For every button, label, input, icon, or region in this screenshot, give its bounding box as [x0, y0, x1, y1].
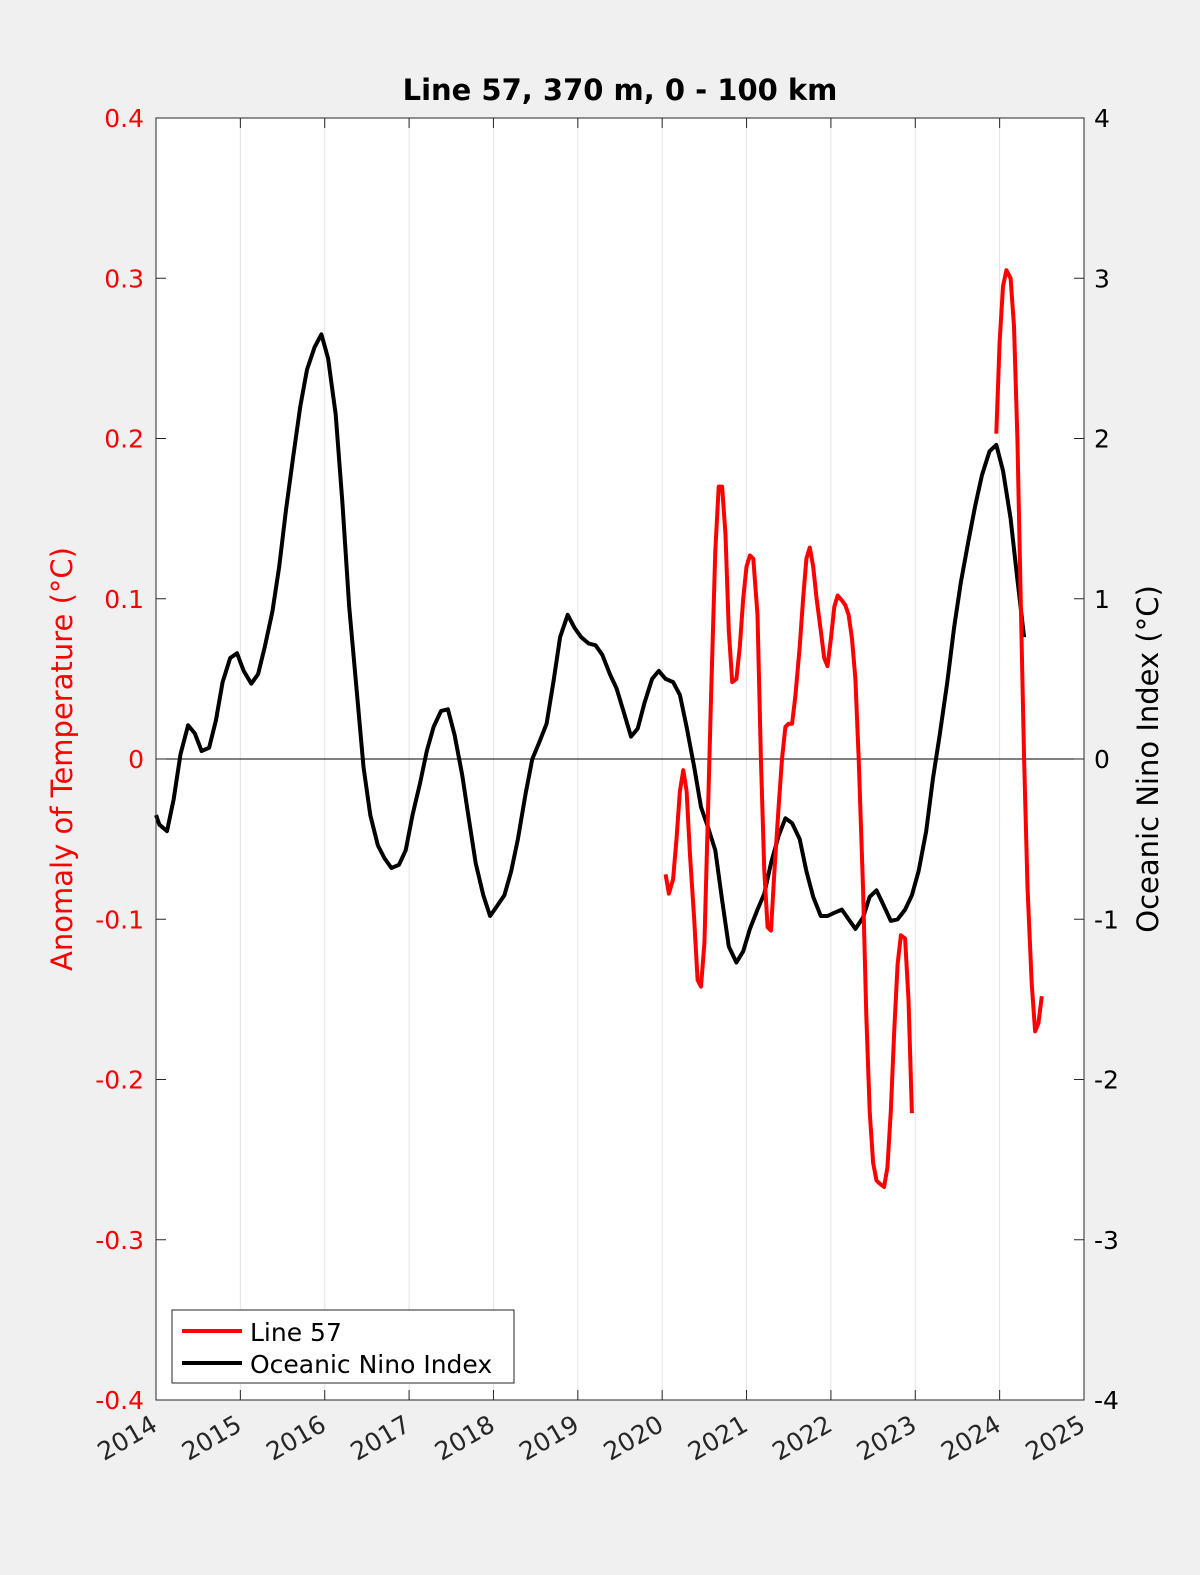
y-left-tick-label: 0.2: [104, 425, 144, 454]
series-layer: [154, 268, 1044, 1189]
y-right-tick-label: -2: [1094, 1066, 1119, 1095]
series-line-line-57-segment-1: [994, 268, 1044, 1034]
series-line-oceanic-nino-index-segment-0: [154, 332, 1027, 965]
y-left-tick-label: -0.1: [95, 905, 144, 934]
y-right-tick-label: 0: [1094, 745, 1110, 774]
y-left-tick-label: 0: [128, 745, 144, 774]
chart-title: Line 57, 370 m, 0 - 100 km: [403, 73, 838, 107]
legend-label-line-57: Line 57: [250, 1318, 342, 1347]
y-left-label: Anomaly of Temperature (°C): [45, 547, 79, 971]
y-left-tick-label: -0.4: [95, 1386, 144, 1415]
y-right-tick-label: -1: [1094, 905, 1119, 934]
y-right-tick-label: 4: [1094, 104, 1110, 133]
y-right-tick-label: 3: [1094, 264, 1110, 293]
y-left-tick-label: -0.3: [95, 1226, 144, 1255]
legend: Line 57 Oceanic Nino Index: [171, 1309, 515, 1384]
y-left-tick-label: 0.3: [104, 264, 144, 293]
y-left-tick-label: 0.1: [104, 585, 144, 614]
y-right-tick-label: 2: [1094, 425, 1110, 454]
series-line-line-57-segment-0: [663, 484, 914, 1189]
y-right-tick-label: 1: [1094, 585, 1110, 614]
y-right-tick-label: -4: [1094, 1386, 1119, 1415]
y-left-tick-label: -0.2: [95, 1066, 144, 1095]
y-right-label: Oceanic Nino Index (°C): [1131, 585, 1165, 933]
legend-box: [171, 1309, 515, 1384]
y-left-tick-label: 0.4: [104, 104, 144, 133]
legend-label-oni: Oceanic Nino Index: [250, 1350, 492, 1379]
y-right-tick-label: -3: [1094, 1226, 1119, 1255]
